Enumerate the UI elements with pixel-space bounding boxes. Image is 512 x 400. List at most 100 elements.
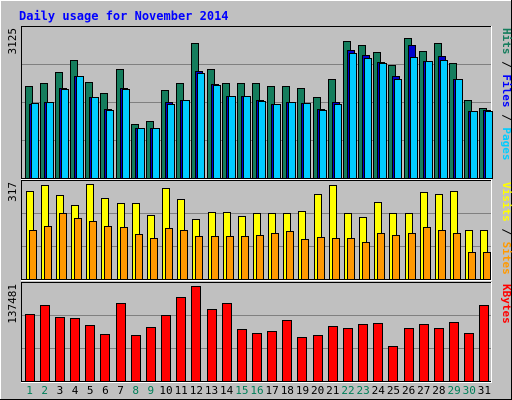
x-tick-label: 14 — [220, 384, 234, 397]
bar-sites — [453, 233, 461, 280]
max-value-label: 137481 — [6, 284, 19, 324]
bar-kbytes — [297, 337, 307, 382]
bar-kbytes — [25, 314, 35, 382]
bar-sites — [135, 234, 143, 280]
x-tick-label: 2 — [41, 384, 48, 397]
bar-pages — [91, 97, 99, 179]
panel-kbytes: 137481 KBytes — [6, 282, 512, 383]
panel-hits: 3125 Hits / Files / Pages — [6, 26, 512, 180]
bar-kbytes — [100, 334, 110, 382]
bar-kbytes — [464, 333, 474, 382]
x-tick-label: 5 — [87, 384, 94, 397]
bar-pages — [46, 102, 54, 179]
bar-kbytes — [237, 329, 247, 382]
bar-kbytes — [388, 346, 398, 382]
bar-sites — [89, 221, 97, 280]
max-value-label: 317 — [6, 182, 19, 202]
bar-pages — [182, 100, 190, 179]
bar-pages — [440, 60, 448, 179]
legend-pages: Pages — [500, 127, 512, 160]
bar-sites — [211, 236, 219, 280]
bar-sites — [256, 235, 264, 280]
bar-kbytes — [85, 325, 95, 382]
bar-pages — [76, 76, 84, 179]
bar-pages — [455, 79, 463, 179]
bar-sites — [44, 226, 52, 280]
x-tick-label: 27 — [417, 384, 430, 397]
legend-kbytes: KBytes — [500, 284, 512, 324]
bar-sites — [29, 230, 37, 280]
bar-sites — [483, 252, 491, 280]
x-tick-label: 18 — [281, 384, 294, 397]
x-tick-label: 17 — [266, 384, 279, 397]
bar-sites — [150, 238, 158, 280]
bar-sites — [408, 233, 416, 280]
bar-kbytes — [373, 323, 383, 382]
bar-pages — [394, 79, 402, 179]
bar-pages — [228, 96, 236, 179]
bar-kbytes — [222, 303, 232, 382]
bar-kbytes — [267, 331, 277, 382]
bar-sites — [241, 236, 249, 280]
bar-sites — [59, 213, 67, 280]
x-tick-label: 19 — [296, 384, 309, 397]
bar-kbytes — [343, 328, 353, 382]
chart-title: Daily usage for November 2014 — [19, 9, 229, 23]
x-tick-label: 23 — [357, 384, 370, 397]
bar-pages — [213, 85, 221, 179]
max-value-label: 3125 — [6, 28, 19, 55]
x-tick-label: 26 — [402, 384, 415, 397]
bar-kbytes — [404, 328, 414, 382]
legend-separator: / — [500, 55, 512, 75]
legend-sites: Sites — [500, 242, 512, 275]
bar-sites — [392, 235, 400, 280]
bar-kbytes — [161, 315, 171, 382]
bar-pages — [137, 128, 145, 179]
bar-sites — [195, 236, 203, 280]
x-tick-label: 13 — [205, 384, 218, 397]
bar-pages — [288, 102, 296, 179]
bar-sites — [180, 230, 188, 280]
bar-sites — [468, 252, 476, 280]
x-axis-labels: 1 2 3 4 5 6 7 8 9 10 11 12 13 14 15 16 17 18 19 20 21 22 23 24 2… — [26, 384, 491, 397]
x-tick-label: 9 — [148, 384, 155, 397]
bar-pages — [334, 104, 342, 179]
x-tick-label: 29 — [447, 384, 460, 397]
bar-pages — [61, 89, 69, 179]
bar-pages — [410, 57, 418, 179]
bar-sites — [332, 238, 340, 280]
bar-pages — [152, 128, 160, 179]
bar-sites — [226, 236, 234, 280]
bar-pages — [485, 111, 493, 179]
bar-sites — [362, 242, 370, 280]
bar-sites — [347, 238, 355, 280]
x-tick-label: 10 — [159, 384, 172, 397]
x-tick-label: 12 — [190, 384, 203, 397]
x-tick-label: 11 — [175, 384, 188, 397]
bar-sites — [165, 228, 173, 280]
bar-sites — [104, 226, 112, 280]
bar-pages — [303, 103, 311, 179]
bar-sites — [120, 227, 128, 280]
x-tick-label: 21 — [326, 384, 339, 397]
bar-kbytes — [70, 318, 80, 382]
x-tick-label: 24 — [372, 384, 386, 397]
bar-sites — [438, 230, 446, 280]
bar-pages — [122, 89, 130, 179]
bar-sites — [377, 233, 385, 280]
bar-kbytes — [358, 324, 368, 382]
x-tick-label: 7 — [117, 384, 124, 397]
x-tick-label: 1 — [26, 384, 33, 397]
bar-kbytes — [116, 303, 126, 382]
bar-kbytes — [282, 320, 292, 382]
x-tick-label: 8 — [132, 384, 139, 397]
bar-sites — [74, 218, 82, 280]
bar-pages — [258, 101, 266, 179]
x-tick-label: 6 — [102, 384, 109, 397]
bar-pages — [364, 58, 372, 179]
legend-files: Files — [500, 74, 512, 107]
x-tick-label: 22 — [341, 384, 354, 397]
x-tick-label: 4 — [72, 384, 79, 397]
bar-pages — [379, 63, 387, 179]
